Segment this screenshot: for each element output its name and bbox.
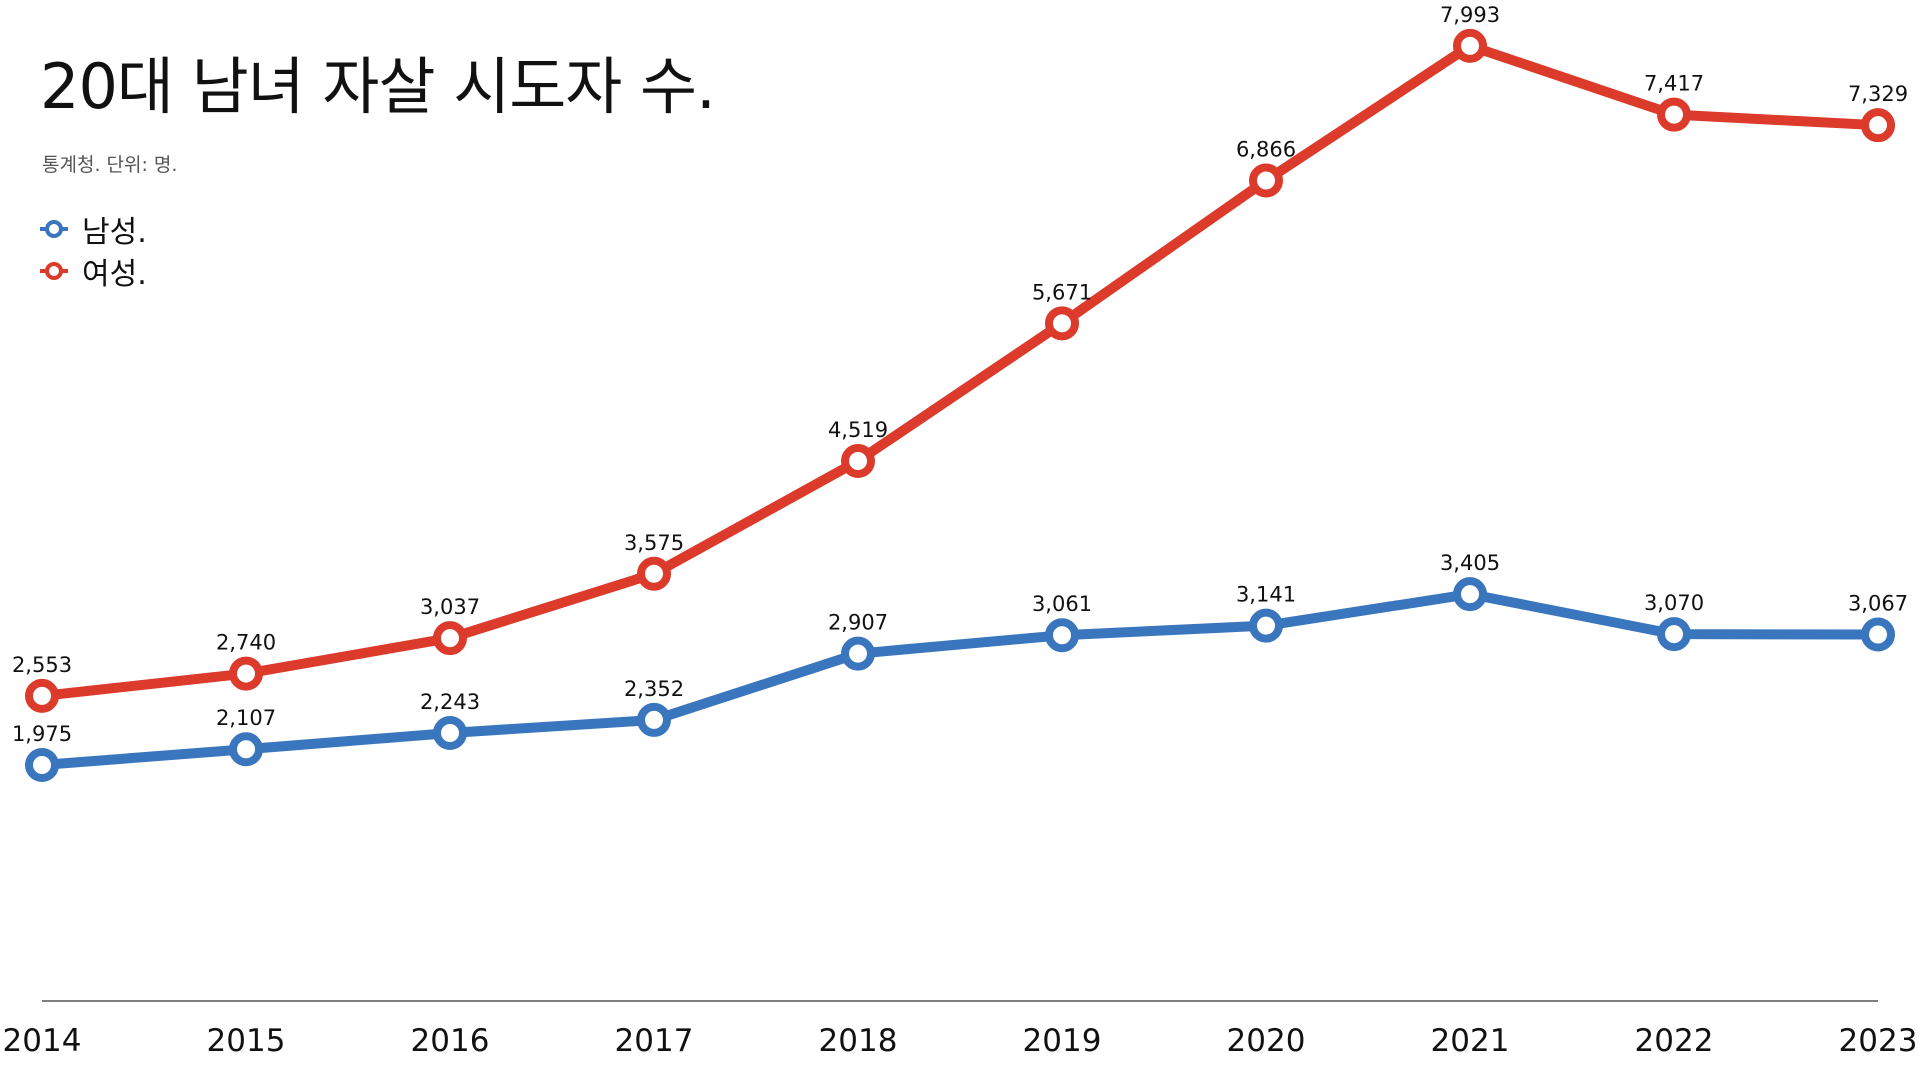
data-label: 2,352: [624, 677, 684, 701]
data-point: [841, 443, 875, 478]
data-label: 7,417: [1644, 72, 1704, 96]
chart-subtitle: 통계청. 단위: 명.: [42, 154, 178, 176]
data-point: [25, 678, 59, 713]
data-point: [637, 702, 671, 737]
data-point: [433, 621, 467, 656]
data-label: 4,519: [828, 418, 888, 442]
legend-label-male: 남성.: [82, 215, 147, 250]
data-point: [229, 656, 263, 691]
legend-label-female: 여성.: [82, 257, 147, 292]
x-tick-label: 2018: [819, 1023, 898, 1059]
data-label: 3,575: [624, 531, 684, 555]
data-label: 2,107: [216, 706, 276, 730]
data-label: 7,329: [1848, 82, 1908, 106]
data-label: 2,907: [828, 611, 888, 635]
data-point: [1045, 306, 1079, 341]
chart-title: 20대 남녀 자살 시도자 수.: [40, 50, 716, 123]
x-tick-label: 2020: [1227, 1023, 1306, 1059]
data-point: [1657, 617, 1691, 652]
x-tick-label: 2023: [1839, 1023, 1918, 1059]
data-point: [25, 747, 59, 782]
data-point: [1453, 577, 1487, 612]
x-tick-label: 2021: [1431, 1023, 1510, 1059]
data-label: 3,061: [1032, 592, 1092, 616]
data-label: 5,671: [1032, 280, 1092, 304]
legend-marker-female: [40, 262, 68, 280]
data-point: [229, 732, 263, 767]
legend-marker-male: [40, 220, 68, 238]
legend-item-male: 남성.: [40, 208, 147, 250]
data-label: 2,553: [12, 653, 72, 677]
legend-item-female: 여성.: [40, 250, 147, 292]
series-line-0: [37, 589, 1883, 770]
data-label: 7,993: [1440, 3, 1500, 27]
data-point: [1861, 108, 1895, 143]
data-point: [1045, 618, 1079, 653]
data-label: 3,070: [1644, 591, 1704, 615]
data-label: 2,740: [216, 631, 276, 655]
legend: 남성. 여성.: [40, 208, 147, 292]
data-point: [637, 556, 671, 591]
x-tick-label: 2019: [1023, 1023, 1102, 1059]
data-label: 3,141: [1236, 583, 1296, 607]
data-label: 3,067: [1848, 591, 1908, 615]
data-label: 6,866: [1236, 138, 1296, 162]
x-tick-label: 2022: [1635, 1023, 1714, 1059]
data-point: [841, 636, 875, 671]
x-tick-label: 2014: [3, 1023, 82, 1059]
data-label: 2,243: [420, 690, 480, 714]
data-label: 3,037: [420, 595, 480, 619]
data-point: [1249, 608, 1283, 643]
data-point: [433, 715, 467, 750]
x-tick-label: 2015: [207, 1023, 286, 1059]
x-tick-label: 2016: [411, 1023, 490, 1059]
data-point: [1861, 617, 1895, 652]
data-point: [1249, 163, 1283, 198]
x-tick-label: 2017: [615, 1023, 694, 1059]
data-label: 3,405: [1440, 551, 1500, 575]
data-label: 1,975: [12, 722, 72, 746]
data-point: [1453, 28, 1487, 63]
data-point: [1657, 97, 1691, 132]
series-line-1: [37, 40, 1883, 701]
